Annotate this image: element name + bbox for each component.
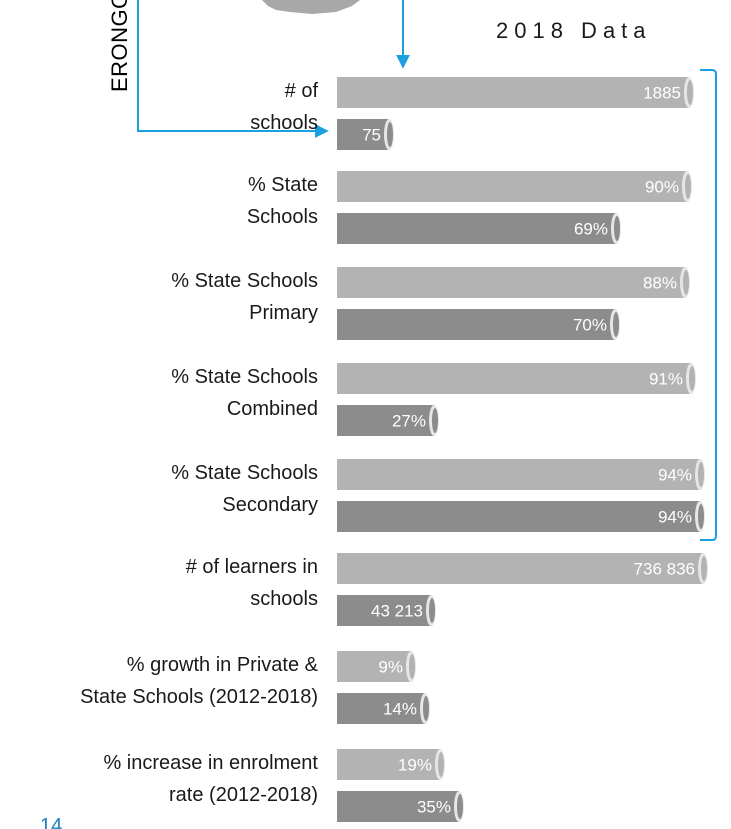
bar-2018-light-1-value-label: 90% xyxy=(645,178,679,197)
bar-2018-dark-6: 14% xyxy=(337,693,430,724)
bar-2018-dark-2-body xyxy=(337,309,615,340)
bar-2018-dark-6-value-label: 14% xyxy=(383,700,417,719)
bar-2018-light-7-value-label: 19% xyxy=(398,756,432,775)
category-label-2: % State Schools Primary xyxy=(171,270,318,324)
category-label-0: # of schools xyxy=(250,80,318,134)
bar-2018-light-5-value-label: 736 836 xyxy=(634,560,695,579)
bar-2018-light-7: 19% xyxy=(337,749,445,780)
category-label-7: % increase in enrolment rate (2012-2018) xyxy=(103,752,318,806)
bar-2018-dark-1: 69% xyxy=(337,213,621,244)
category-label-line: schools xyxy=(250,588,318,610)
bar-2018-light-3-body xyxy=(337,363,691,394)
bar-2018-dark-0-body xyxy=(337,119,389,150)
bar-2018-dark-2-value-label: 70% xyxy=(573,316,607,335)
category-label-line: # of xyxy=(285,80,319,102)
category-label-5: # of learners in schools xyxy=(186,556,318,610)
bar-2018-dark-7: 35% xyxy=(337,791,464,822)
category-label-line: % State Schools xyxy=(171,270,318,292)
bar-2018-light-4: 94% xyxy=(337,459,705,490)
bar-2018-dark-0: 75 xyxy=(337,119,394,150)
bar-2018-dark-1-value-label: 69% xyxy=(574,220,608,239)
bar-2018-light-6-value-label: 9% xyxy=(378,658,403,677)
bar-2018-dark-6-cap-inner xyxy=(423,696,429,721)
bar-2018-light-6-cap-inner xyxy=(409,654,415,679)
category-label-line: Schools xyxy=(247,206,318,228)
bar-2018-light-6: 9% xyxy=(337,651,416,682)
group-bracket xyxy=(700,69,717,541)
bar-2018-dark-7-body xyxy=(337,791,459,822)
category-label-3: % State Schools Combined xyxy=(171,366,318,420)
category-label-line: # of learners in xyxy=(186,556,318,578)
bar-2018-dark-4: 94% xyxy=(337,501,705,532)
category-label-line: schools xyxy=(250,112,318,134)
bar-2018-dark-7-cap-inner xyxy=(457,794,463,819)
category-label-line: % State Schools xyxy=(171,366,318,388)
bar-2018-light-3-cap-inner xyxy=(689,366,695,391)
bar-2018-dark-5-body xyxy=(337,595,431,626)
bar-2018-light-2-value-label: 88% xyxy=(643,274,677,293)
bar-2018-dark-4-body xyxy=(337,501,700,532)
bar-2018-light-0: 1885 xyxy=(337,77,694,108)
bar-2018-dark-0-cap-inner xyxy=(387,122,393,147)
bar-2018-light-2-body xyxy=(337,267,685,298)
bar-2018-light-1-body xyxy=(337,171,687,202)
bar-2018-light-0-value-label: 1885 xyxy=(643,84,681,103)
bar-2018-light-2-cap-inner xyxy=(683,270,689,295)
bar-2018-dark-6-body xyxy=(337,693,425,724)
bar-2018-dark-3: 27% xyxy=(337,405,439,436)
category-label-line: State Schools (2012-2018) xyxy=(80,686,318,708)
category-label-line: Combined xyxy=(227,398,318,420)
bar-2018-light-3: 91% xyxy=(337,363,696,394)
bar-2018-dark-1-body xyxy=(337,213,616,244)
callout-arrows xyxy=(137,0,410,138)
bar-2018-dark-2: 70% xyxy=(337,309,620,340)
bar-2018-dark-1-cap-inner xyxy=(614,216,620,241)
bar-2018-light-1: 90% xyxy=(337,171,692,202)
category-label-line: rate (2012-2018) xyxy=(169,784,318,806)
category-label-1: % State Schools xyxy=(247,174,318,228)
bar-2018-light-3-value-label: 91% xyxy=(649,370,683,389)
bar-2018-dark-3-cap-inner xyxy=(432,408,438,433)
bar-2018-dark-4-cap-inner xyxy=(698,504,704,529)
bar-2018-light-0-body xyxy=(337,77,689,108)
bar-2018-light-7-cap-inner xyxy=(438,752,444,777)
category-label-line: % State xyxy=(248,174,318,196)
category-label-6: % growth in Private & State Schools (2012… xyxy=(80,654,319,708)
category-label-line: % increase in enrolment xyxy=(103,752,318,774)
bar-2018-light-4-cap-inner xyxy=(698,462,704,487)
bar-2018-light-5-body xyxy=(337,553,703,584)
category-label-line: % State Schools xyxy=(171,462,318,484)
category-label-line: Secondary xyxy=(222,494,318,516)
bar-2018-dark-3-value-label: 27% xyxy=(392,412,426,431)
bar-2018-light-4-body xyxy=(337,459,700,490)
bar-2018-light-1-cap-inner xyxy=(685,174,691,199)
arrow-right xyxy=(137,0,329,138)
bar-2018-dark-0-value-label: 75 xyxy=(362,126,381,145)
bar-2018-dark-5: 43 213 xyxy=(337,595,436,626)
bar-2018-dark-5-value-label: 43 213 xyxy=(371,602,423,621)
bar-2018-dark-2-cap-inner xyxy=(613,312,619,337)
category-label-line: % growth in Private & xyxy=(127,654,319,676)
bar-2018-light-0-cap-inner xyxy=(687,80,693,105)
bar-2018-dark-3-body xyxy=(337,405,434,436)
category-label-line: Primary xyxy=(249,302,318,324)
page-number: 14 xyxy=(40,815,62,829)
bar-2018-dark-4-value-label: 94% xyxy=(658,508,692,527)
bar-2018-light-6-body xyxy=(337,651,411,682)
bar-rows: 1885 75 # of schools 90% 69% % State Schools 88%… xyxy=(80,77,708,822)
bar-2018-light-4-value-label: 94% xyxy=(658,466,692,485)
region-map-shape xyxy=(262,0,360,14)
header-title: 2018 Data xyxy=(496,18,652,43)
bar-2018-dark-7-value-label: 35% xyxy=(417,798,451,817)
category-label-4: % State Schools Secondary xyxy=(171,462,318,516)
bar-2018-light-2: 88% xyxy=(337,267,690,298)
region-label: ERONGO xyxy=(107,0,132,92)
bar-2018-light-7-body xyxy=(337,749,440,780)
bar-2018-dark-5-cap-inner xyxy=(429,598,435,623)
bar-2018-light-5-cap-inner xyxy=(701,556,707,581)
bar-2018-light-5: 736 836 xyxy=(337,553,708,584)
